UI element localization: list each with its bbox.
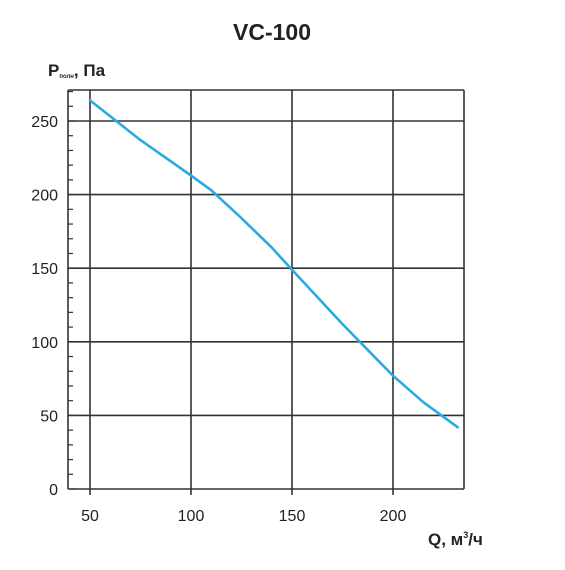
y-tick-label-50: 50	[40, 408, 58, 425]
x-axis-label-sup: 3	[463, 530, 468, 540]
grid	[68, 89, 465, 495]
series-line-0	[88, 99, 459, 429]
y-tick-label-250: 250	[31, 114, 58, 131]
x-axis-label-rest: /ч	[468, 530, 483, 549]
ticks: 0 50 100 150 200 250 50 100 150 200	[31, 90, 407, 525]
x-axis-label-main: Q, м	[428, 530, 463, 549]
y-tick-label-150: 150	[31, 261, 58, 278]
y-tick-label-0: 0	[49, 482, 58, 499]
y-tick-label-200: 200	[31, 188, 58, 205]
x-tick-label-200: 200	[380, 508, 407, 525]
x-tick-label-150: 150	[279, 508, 306, 525]
y-axis-label: Pполн, Па	[48, 61, 106, 80]
x-axis-label: Q, м3/ч	[428, 530, 483, 549]
y-axis-label-main: P	[48, 61, 59, 80]
chart-title: VC-100	[233, 19, 311, 45]
y-axis-label-rest: , Па	[74, 61, 106, 80]
series	[88, 99, 459, 429]
x-tick-label-100: 100	[178, 508, 205, 525]
y-axis-label-sub: полн	[59, 74, 74, 80]
y-tick-label-100: 100	[31, 335, 58, 352]
x-tick-label-50: 50	[81, 508, 99, 525]
axes	[67, 90, 464, 490]
